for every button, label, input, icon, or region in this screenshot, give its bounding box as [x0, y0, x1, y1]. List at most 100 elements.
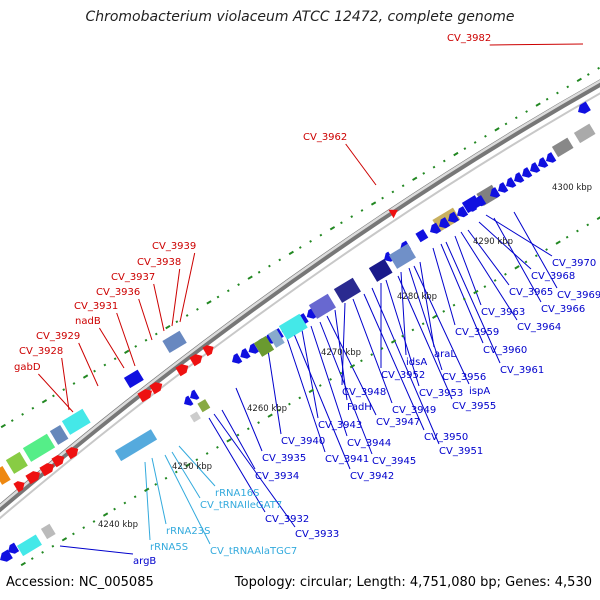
gene-label[interactable]: CV_3968	[531, 271, 575, 282]
cds-arrow[interactable]	[202, 343, 216, 357]
gene-label[interactable]: CV_3933	[295, 529, 339, 540]
cds-arrow[interactable]	[575, 101, 591, 117]
gene-label[interactable]: CV_3952	[381, 370, 425, 381]
cds-feature[interactable]	[278, 313, 308, 340]
cds-arrow[interactable]	[454, 206, 469, 220]
cds-arrow[interactable]	[381, 251, 394, 265]
gene-label[interactable]: CV_3931	[74, 301, 118, 312]
gene-label[interactable]: araL	[434, 349, 456, 360]
gene-label[interactable]: gabD	[14, 362, 41, 373]
gene-label[interactable]: CV_3938	[137, 257, 181, 268]
cds-feature[interactable]	[308, 293, 336, 319]
cds-arrow[interactable]	[137, 387, 154, 403]
cds-arrow[interactable]	[229, 353, 243, 366]
cds-feature[interactable]	[61, 408, 91, 435]
cds-feature[interactable]	[388, 243, 416, 269]
gene-label[interactable]: CV_3940	[281, 436, 325, 447]
pseudogene-feature[interactable]	[573, 123, 596, 144]
gene-label[interactable]: CV_3947	[376, 417, 420, 428]
cds-arrow[interactable]	[238, 348, 251, 361]
cds-arrow[interactable]	[149, 380, 164, 395]
gene-label[interactable]: CV_3929	[36, 331, 80, 342]
gene-label[interactable]: CV_3969	[557, 290, 600, 301]
gene-label[interactable]: CV_3963	[481, 307, 525, 318]
gene-label[interactable]: CV_3941	[325, 454, 369, 465]
cds-arrow[interactable]	[472, 195, 487, 209]
gene-label[interactable]: CV_3956	[442, 372, 486, 383]
pseudogene-feature[interactable]	[551, 137, 574, 158]
gene-label[interactable]: FadH	[347, 402, 372, 413]
cds-arrow[interactable]	[187, 389, 200, 403]
gene-label[interactable]: CV_3943	[318, 420, 362, 431]
gene-label[interactable]: CV_3951	[439, 446, 483, 457]
gene-label[interactable]: argB	[133, 556, 156, 567]
pseudogene-feature[interactable]	[189, 411, 201, 423]
cds-arrow[interactable]	[487, 187, 501, 200]
gene-label[interactable]: CV_3955	[452, 401, 496, 412]
cds-arrow[interactable]	[463, 200, 478, 215]
gene-label[interactable]: CV_3959	[455, 327, 499, 338]
cds-arrow[interactable]	[175, 362, 190, 377]
cds-arrow[interactable]	[39, 461, 56, 477]
cds-feature[interactable]	[5, 451, 28, 474]
gene-label[interactable]: CV_tRNAAlaTGC7	[210, 546, 297, 557]
gene-label[interactable]: CV_3948	[342, 387, 386, 398]
cds-feature[interactable]	[123, 369, 144, 389]
cds-feature[interactable]	[253, 335, 275, 357]
cds-arrow[interactable]	[511, 172, 525, 185]
cds-feature[interactable]	[22, 433, 56, 462]
gene-label[interactable]: CV_3950	[424, 432, 468, 443]
gene-label[interactable]: ispA	[469, 386, 490, 397]
cds-feature[interactable]	[388, 206, 400, 219]
gene-label[interactable]: rRNA16S	[215, 488, 259, 499]
cds-arrow[interactable]	[13, 479, 27, 493]
cds-arrow[interactable]	[445, 211, 460, 226]
gene-label[interactable]: rRNA5S	[150, 542, 188, 553]
cds-arrow[interactable]	[436, 217, 451, 231]
gene-label[interactable]: CV_3936	[96, 287, 140, 298]
gene-label[interactable]: CV_3966	[541, 304, 585, 315]
gene-label[interactable]: CV_3935	[262, 453, 306, 464]
rrna-feature[interactable]	[16, 534, 42, 557]
cds-arrow[interactable]	[503, 177, 517, 190]
cds-arrow[interactable]	[246, 343, 259, 356]
gene-label[interactable]: CV_3942	[350, 471, 394, 482]
gene-label[interactable]: CV_3949	[392, 405, 436, 416]
cds-arrow[interactable]	[0, 549, 13, 565]
cds-arrow[interactable]	[25, 469, 42, 485]
gene-label[interactable]: CV_3970	[552, 258, 596, 269]
cds-arrow[interactable]	[51, 453, 66, 468]
gene-label[interactable]: CV_3982	[447, 33, 491, 44]
gene-label[interactable]: CV_3962	[303, 132, 347, 143]
gene-label[interactable]: rRNA23S	[166, 526, 210, 537]
cds-feature[interactable]	[0, 465, 11, 485]
gene-label[interactable]: CV_tRNAIleGAT7	[200, 500, 282, 511]
gene-label[interactable]: CV_3939	[152, 241, 196, 252]
cds-arrow[interactable]	[495, 182, 509, 195]
gene-label[interactable]: idsA	[406, 357, 427, 368]
cds-feature[interactable]	[368, 258, 393, 282]
gene-label[interactable]: CV_3964	[517, 322, 561, 333]
cds-arrow[interactable]	[543, 152, 557, 165]
gene-label[interactable]: CV_3944	[347, 438, 391, 449]
gene-label[interactable]: CV_3961	[500, 365, 544, 376]
cds-arrow[interactable]	[535, 157, 549, 170]
cds-arrow[interactable]	[527, 162, 541, 175]
cds-arrow[interactable]	[181, 395, 194, 409]
cds-feature[interactable]	[49, 424, 69, 445]
gene-label[interactable]: CV_3932	[265, 514, 309, 525]
cds-arrow[interactable]	[519, 167, 533, 180]
cds-arrow[interactable]	[427, 222, 442, 237]
gene-label[interactable]: CV_3934	[255, 471, 299, 482]
gene-label[interactable]: CV_3928	[19, 346, 63, 357]
cds-feature[interactable]	[197, 399, 211, 413]
cds-arrow[interactable]	[65, 445, 80, 460]
cds-arrow[interactable]	[189, 352, 204, 367]
gene-label[interactable]: CV_3953	[419, 388, 463, 399]
pseudogene-feature[interactable]	[40, 523, 56, 540]
gene-label[interactable]: CV_3937	[111, 272, 155, 283]
cds-feature[interactable]	[162, 330, 187, 354]
cds-feature[interactable]	[267, 328, 285, 348]
cds-arrow[interactable]	[5, 542, 20, 557]
